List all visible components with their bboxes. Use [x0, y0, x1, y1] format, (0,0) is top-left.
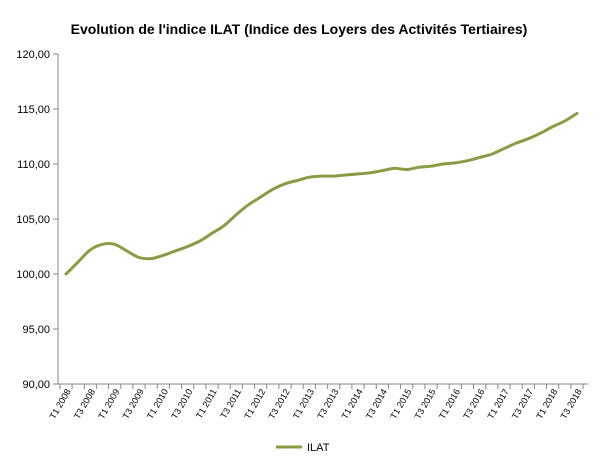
y-tick-label: 120,00 — [16, 49, 50, 61]
x-tick-label: T1 2018 — [534, 387, 559, 421]
x-tick-label: T3 2017 — [510, 387, 535, 421]
x-tick-label: T1 2009 — [96, 387, 121, 421]
x-tick-label: T1 2014 — [340, 387, 365, 421]
y-axis-ticks: 90,00 95,00 100,00 105,00 110,00 115,00 120,00 — [16, 49, 58, 391]
x-tick-label: T1 2010 — [145, 387, 170, 421]
x-tick-label: T3 2018 — [559, 387, 584, 421]
legend-label-ilat: ILAT — [307, 442, 330, 454]
x-tick-label: T1 2017 — [486, 387, 511, 421]
x-tick-label: T1 2015 — [388, 387, 413, 421]
x-tick-label: T3 2013 — [315, 387, 340, 421]
x-axis-ticks: T1 2008 T3 2008 T1 2009 T3 2009 T1 2010 T3 20… — [48, 384, 584, 421]
series-layer — [64, 111, 579, 276]
x-tick-label: T3 2010 — [169, 387, 194, 421]
x-tick-label: T1 2013 — [291, 387, 316, 421]
x-tick-label: T1 2016 — [437, 387, 462, 421]
y-tick-label: 90,00 — [22, 379, 50, 391]
x-tick-label: T3 2016 — [461, 387, 486, 421]
x-tick-label: T3 2011 — [218, 387, 243, 420]
series-line-ilat — [64, 111, 579, 276]
y-tick-label: 115,00 — [17, 104, 50, 116]
chart-title: Evolution de l'indice ILAT (Indice des L… — [71, 21, 528, 37]
x-tick-label: T3 2012 — [267, 387, 292, 421]
x-tick-label: T3 2008 — [72, 387, 97, 421]
x-tick-label: T3 2015 — [413, 387, 438, 421]
x-tick-label: T1 2008 — [48, 387, 73, 421]
y-tick-label: 100,00 — [16, 269, 50, 281]
x-tick-label: T1 2012 — [242, 387, 267, 421]
x-tick-label: T1 2011 — [194, 387, 219, 420]
y-tick-label: 95,00 — [22, 324, 50, 336]
y-tick-label: 105,00 — [16, 214, 50, 226]
x-tick-label: T3 2014 — [364, 387, 389, 421]
legend: ILAT — [276, 442, 330, 454]
x-tick-label: T3 2009 — [121, 387, 146, 421]
y-tick-label: 110,00 — [17, 159, 50, 171]
